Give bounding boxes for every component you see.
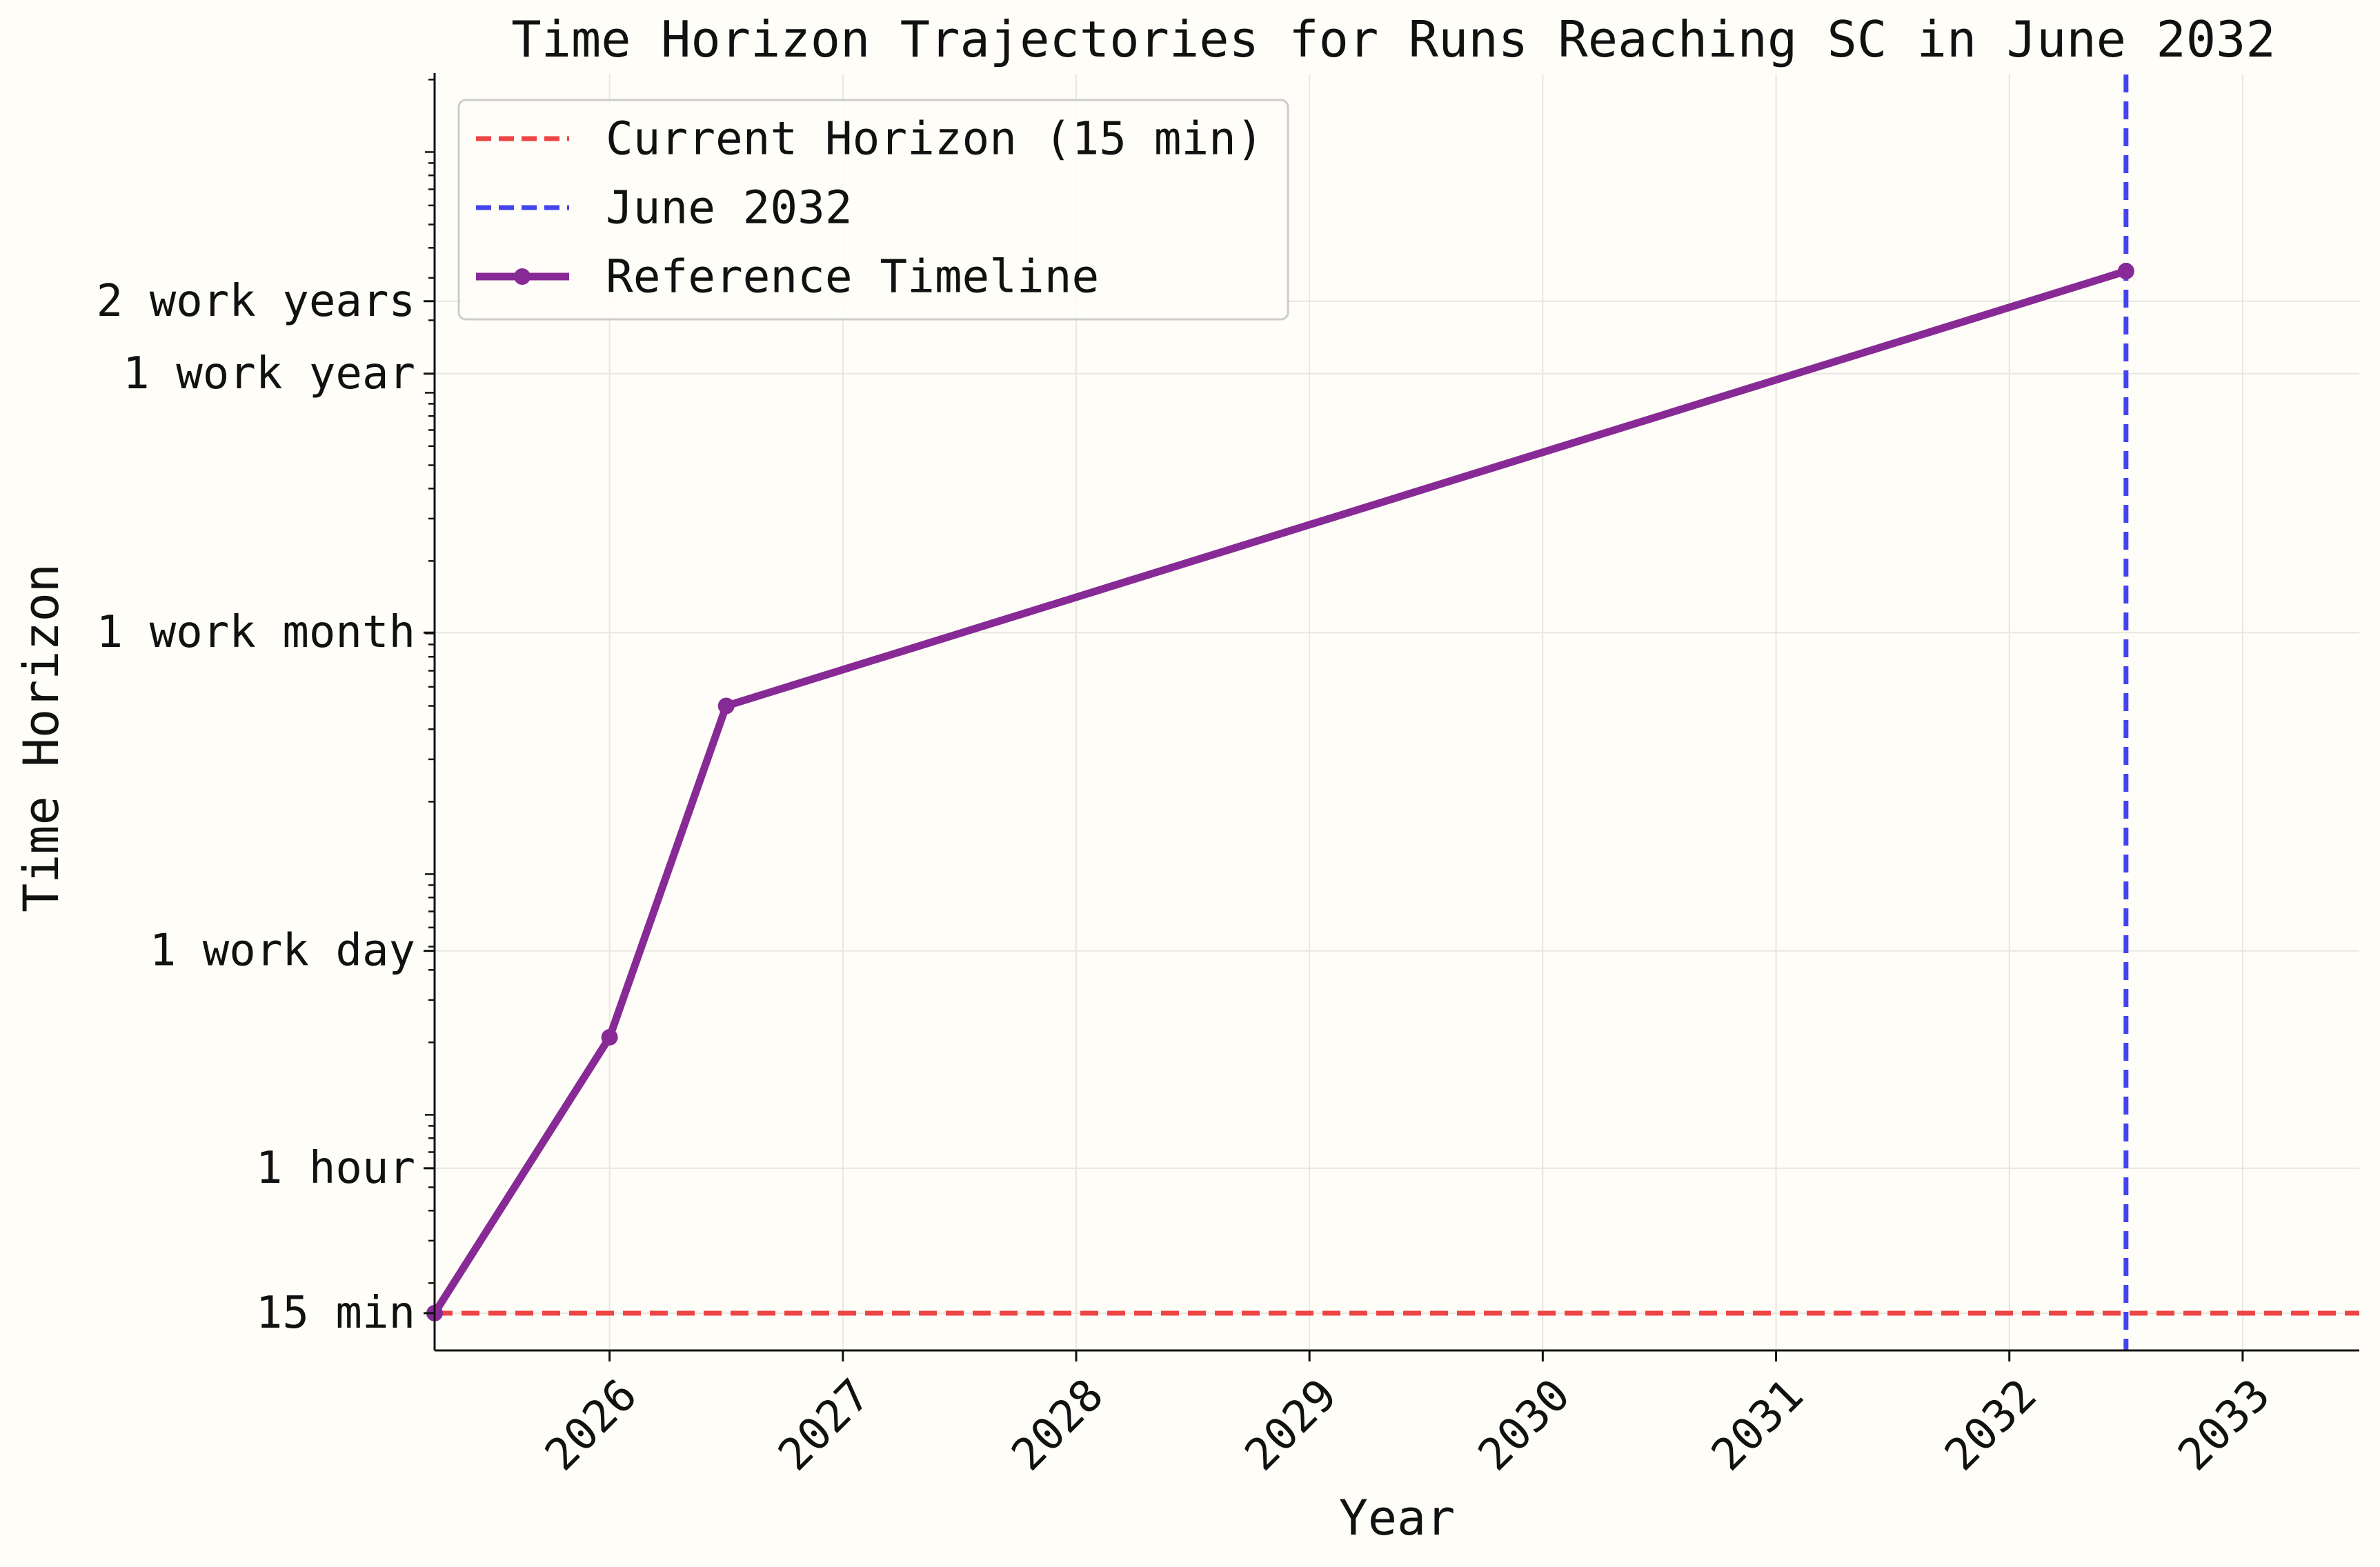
y-tick-label: 1 work year: [123, 348, 415, 399]
legend-frame: [457, 99, 1289, 321]
reference-timeline-point: [717, 697, 735, 715]
y-tick-label: 15 min: [256, 1288, 415, 1339]
y-tick-label: 1 hour: [256, 1143, 415, 1194]
x-tick-label: 2026: [535, 1370, 646, 1481]
y-tick-label: 1 work day: [150, 926, 415, 977]
chart-title: Time Horizon Trajectories for Runs Reach…: [511, 10, 2276, 68]
x-tick-label: 2031: [1702, 1370, 1813, 1481]
y-tick-label: 1 work month: [97, 607, 415, 658]
legend-label-reference-timeline: Reference Timeline: [606, 250, 1099, 303]
reference-timeline-point: [601, 1028, 618, 1046]
x-tick-label: 2027: [769, 1370, 880, 1481]
tick-labels: 2026 2027 2028 2029 2030 2031 2032 2033 15 min 1 …: [97, 276, 2280, 1481]
x-tick-label: 2033: [2169, 1370, 2280, 1481]
legend: Current Horizon (15 min) June 2032 Refer…: [457, 99, 1289, 321]
y-axis-label: Time Horizon: [13, 563, 70, 912]
reference-timeline-point: [2117, 263, 2134, 280]
x-tick-label: 2030: [1469, 1370, 1580, 1481]
axes: [433, 73, 2359, 1352]
reference-lines: [435, 74, 2359, 1350]
legend-swatch-reference-timeline-marker: [514, 268, 530, 285]
series-layer: [426, 263, 2134, 1321]
x-tick-label: 2028: [1002, 1370, 1113, 1481]
x-tick-label: 2029: [1236, 1370, 1347, 1481]
legend-label-current-horizon: Current Horizon (15 min): [606, 112, 1264, 166]
reference-timeline-line: [430, 267, 2130, 1317]
legend-label-june-2032: June 2032: [606, 181, 853, 234]
x-tick-label: 2032: [1936, 1370, 2047, 1481]
minor-ticks: [425, 79, 435, 1284]
y-tick-label: 2 work years: [97, 276, 415, 327]
x-axis-label: Year: [1339, 1490, 1456, 1546]
